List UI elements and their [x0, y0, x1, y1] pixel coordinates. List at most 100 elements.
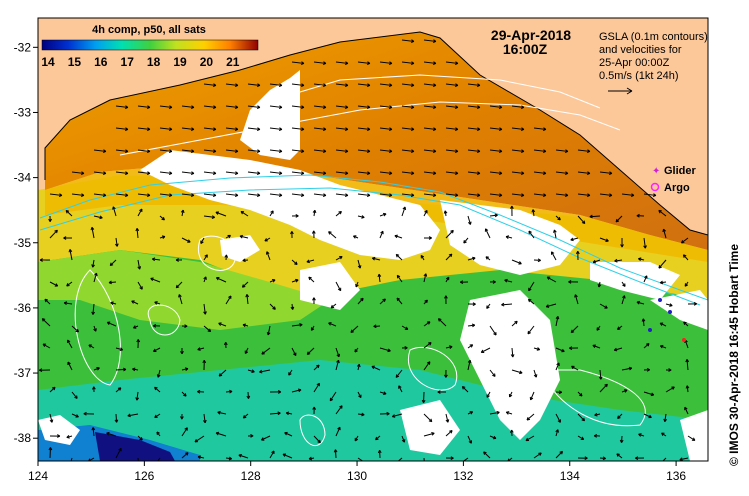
velocity-arrow — [379, 127, 392, 130]
velocity-arrow — [423, 127, 436, 130]
velocity-arrow — [467, 105, 480, 108]
velocity-arrow — [643, 237, 646, 249]
velocity-arrow — [137, 149, 150, 152]
velocity-arrow — [621, 193, 634, 196]
velocity-arrow — [445, 105, 458, 108]
velocity-arrow — [423, 105, 436, 108]
velocity-arrow — [335, 193, 348, 196]
velocity-arrow-head — [559, 450, 564, 455]
copyright-text: © IMOS 30-Apr-2018 16:45 Hobart Time — [727, 244, 741, 466]
velocity-arrow — [511, 347, 514, 358]
velocity-arrow — [203, 105, 216, 108]
velocity-arrow-head — [118, 447, 122, 452]
velocity-arrow-head — [344, 193, 349, 198]
velocity-arrow-head — [41, 318, 46, 322]
velocity-arrow — [92, 259, 95, 268]
velocity-arrow-head — [197, 347, 201, 351]
velocity-arrow-head — [432, 83, 437, 88]
velocity-arrow-head — [146, 193, 151, 198]
velocity-arrow — [665, 303, 673, 307]
velocity-arrow — [445, 127, 458, 130]
velocity-arrow — [621, 295, 625, 305]
velocity-arrow — [203, 215, 215, 218]
velocity-arrow-head — [256, 105, 261, 110]
velocity-arrow — [313, 149, 326, 152]
velocity-arrow-head — [685, 359, 690, 363]
velocity-arrow — [150, 277, 161, 283]
velocity-arrow — [423, 61, 436, 64]
velocity-arrow — [313, 193, 326, 196]
velocity-arrow — [395, 254, 403, 261]
velocity-arrow-head — [388, 61, 393, 66]
velocity-arrow-head — [615, 218, 620, 223]
velocity-arrow — [239, 235, 249, 239]
velocity-arrow-head — [380, 230, 384, 235]
velocity-arrow-head — [300, 171, 305, 176]
velocity-arrow — [599, 193, 612, 196]
velocity-arrow-head — [356, 363, 361, 368]
velocity-arrow — [71, 193, 84, 196]
velocity-arrow-head — [350, 329, 354, 334]
velocity-arrow-head — [242, 414, 247, 419]
velocity-arrow-head — [49, 419, 54, 423]
velocity-arrow — [181, 105, 194, 108]
velocity-arrow — [555, 429, 559, 437]
velocity-arrow — [592, 344, 601, 349]
velocity-arrow — [423, 432, 435, 437]
velocity-arrow-head — [437, 390, 441, 394]
velocity-arrow — [570, 237, 579, 241]
velocity-arrow-head — [44, 298, 48, 303]
colorbar-tick-label: 16 — [94, 55, 108, 69]
velocity-arrow — [225, 193, 238, 196]
velocity-arrow — [225, 127, 238, 130]
velocity-arrow-head — [432, 105, 437, 110]
velocity-arrow-head — [454, 171, 459, 176]
velocity-arrow — [313, 83, 326, 86]
velocity-arrow — [93, 171, 106, 174]
velocity-arrow-head — [396, 274, 401, 279]
gsla-contours — [74, 74, 646, 447]
velocity-arrow-head — [388, 105, 393, 110]
velocity-arrow — [49, 413, 53, 423]
y-tick-label: -38 — [14, 431, 32, 445]
velocity-arrow-head — [546, 276, 551, 280]
velocity-arrow-head — [168, 193, 173, 198]
velocity-arrow — [615, 215, 623, 223]
velocity-arrow-head — [102, 171, 107, 176]
velocity-arrow — [247, 193, 260, 196]
velocity-arrow — [49, 229, 58, 239]
velocity-arrow-head — [671, 386, 675, 390]
velocity-arrow-head — [605, 238, 609, 243]
velocity-arrow-head — [635, 456, 639, 460]
velocity-arrow-head — [139, 208, 143, 213]
velocity-arrow-head — [420, 254, 425, 259]
velocity-arrow — [511, 259, 522, 265]
velocity-arrow-head — [106, 431, 110, 436]
velocity-arrow-head — [256, 149, 261, 154]
velocity-arrow — [266, 251, 271, 261]
velocity-arrow — [614, 347, 623, 351]
velocity-arrow — [463, 237, 469, 244]
velocity-arrow-head — [110, 301, 114, 306]
velocity-arrow-head — [650, 392, 655, 397]
velocity-arrow-head — [494, 213, 498, 218]
velocity-arrow-head — [504, 278, 508, 283]
velocity-arrow-head — [300, 83, 305, 88]
velocity-arrow-head — [39, 258, 43, 262]
velocity-arrow-head — [432, 171, 437, 176]
x-tick-label: 126 — [134, 469, 154, 483]
velocity-arrow-head — [536, 347, 541, 351]
velocity-arrow-head — [454, 61, 459, 66]
velocity-arrow-head — [476, 83, 481, 88]
velocity-arrow-head — [151, 257, 156, 262]
velocity-arrow — [401, 83, 414, 86]
velocity-arrow — [247, 171, 260, 174]
velocity-arrow — [215, 211, 227, 217]
velocity-arrow — [423, 210, 428, 217]
velocity-arrow — [282, 453, 293, 459]
velocity-arrow — [577, 413, 585, 422]
velocity-arrow — [687, 435, 696, 441]
velocity-arrow-head — [354, 437, 359, 442]
velocity-arrow — [401, 105, 414, 108]
velocity-arrow — [511, 369, 523, 374]
